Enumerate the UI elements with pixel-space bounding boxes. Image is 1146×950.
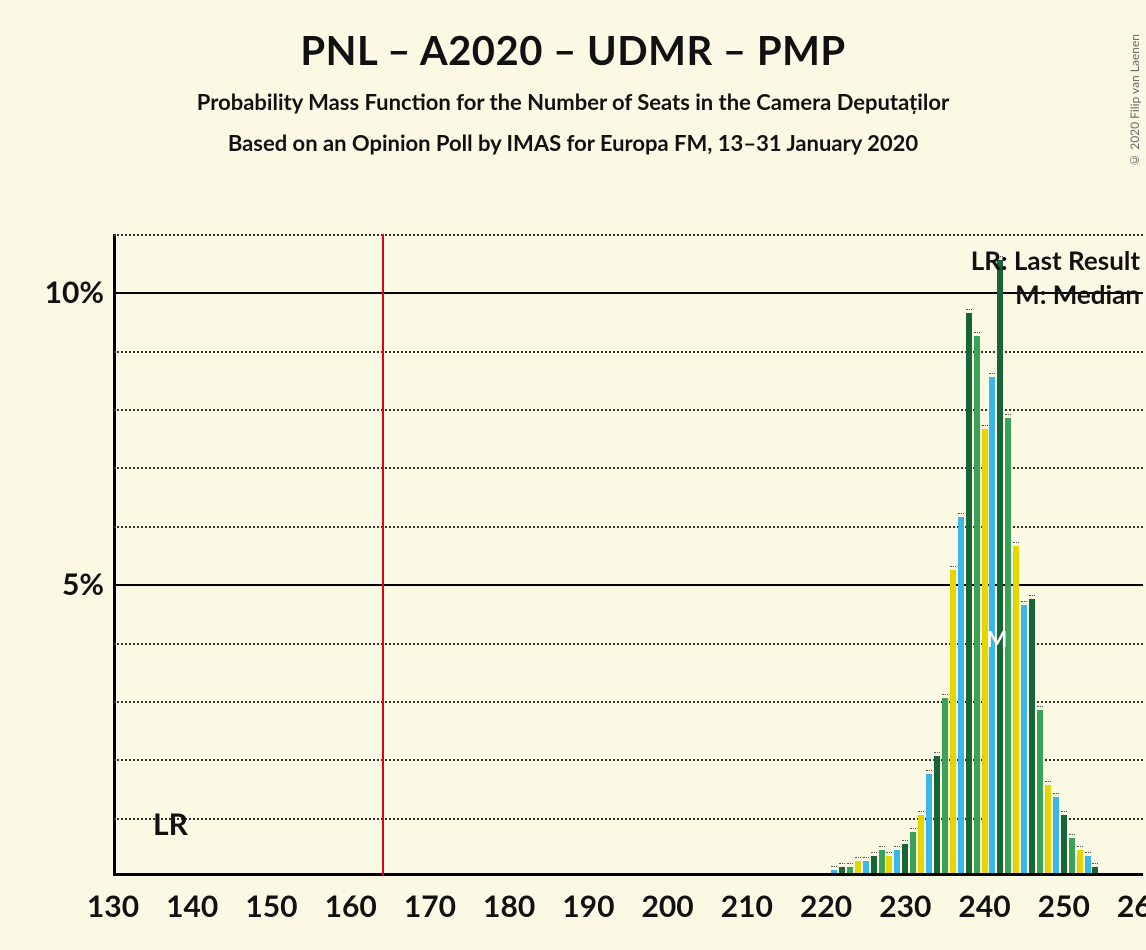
bar-value-tick bbox=[982, 425, 988, 427]
bar-value-tick bbox=[1053, 793, 1059, 795]
pmf-bar bbox=[871, 856, 877, 874]
lr-text-label: LR bbox=[153, 806, 188, 842]
pmf-bar bbox=[918, 815, 924, 873]
x-axis-label: 170 bbox=[404, 888, 456, 924]
chart-subtitle-2: Based on an Opinion Poll by IMAS for Eur… bbox=[0, 129, 1146, 156]
bar-value-tick bbox=[989, 373, 995, 375]
pmf-bar bbox=[942, 698, 948, 873]
x-axis-label: 240 bbox=[958, 888, 1010, 924]
bar-value-tick bbox=[1077, 846, 1083, 848]
median-label: M bbox=[987, 625, 1008, 652]
x-axis-label: 250 bbox=[1038, 888, 1090, 924]
x-axis-label: 260 bbox=[1117, 888, 1146, 924]
bar-value-tick bbox=[1045, 781, 1051, 783]
x-axis-label: 130 bbox=[87, 888, 139, 924]
copyright-text: © 2020 Filip van Laenen bbox=[1127, 34, 1142, 168]
pmf-bar bbox=[1092, 867, 1098, 873]
pmf-bar bbox=[934, 756, 940, 873]
pmf-bar bbox=[1045, 785, 1051, 873]
bar-value-tick bbox=[1021, 601, 1027, 603]
x-axis-label: 140 bbox=[166, 888, 218, 924]
x-axis bbox=[113, 873, 1143, 876]
pmf-chart: M bbox=[113, 234, 1143, 876]
pmf-bar bbox=[1053, 797, 1059, 873]
legend-m: M: Median bbox=[1015, 278, 1140, 310]
x-axis-label: 180 bbox=[483, 888, 535, 924]
bar-value-tick bbox=[958, 513, 964, 515]
bar-value-tick bbox=[879, 846, 885, 848]
bar-value-tick bbox=[950, 566, 956, 568]
bar-value-tick bbox=[1013, 542, 1019, 544]
bar-value-tick bbox=[974, 332, 980, 334]
gridline-minor bbox=[114, 351, 1143, 353]
bar-value-tick bbox=[863, 857, 869, 859]
bar-value-tick bbox=[918, 811, 924, 813]
pmf-bar bbox=[1061, 815, 1067, 873]
pmf-bar bbox=[910, 832, 916, 873]
bar-value-tick bbox=[855, 857, 861, 859]
pmf-bar bbox=[958, 517, 964, 873]
bar-value-tick bbox=[894, 846, 900, 848]
x-axis-label: 220 bbox=[800, 888, 852, 924]
x-axis-label: 230 bbox=[879, 888, 931, 924]
pmf-bar bbox=[1013, 546, 1019, 873]
bar-value-tick bbox=[926, 770, 932, 772]
pmf-bar bbox=[831, 870, 837, 873]
gridline-major bbox=[114, 292, 1143, 294]
legend-lr: LR: Last Result bbox=[971, 244, 1140, 276]
pmf-bar bbox=[966, 313, 972, 873]
x-axis-label: 190 bbox=[562, 888, 614, 924]
pmf-bar bbox=[863, 861, 869, 873]
bar-value-tick bbox=[934, 752, 940, 754]
bar-value-tick bbox=[942, 694, 948, 696]
x-axis-label: 160 bbox=[325, 888, 377, 924]
pmf-bar bbox=[839, 867, 845, 873]
gridline-minor bbox=[114, 234, 1143, 236]
pmf-bar bbox=[902, 844, 908, 873]
pmf-bar bbox=[974, 336, 980, 873]
bar-value-tick bbox=[1005, 414, 1011, 416]
pmf-bar bbox=[855, 861, 861, 873]
pmf-bar bbox=[1085, 856, 1091, 874]
y-axis-label: 10% bbox=[45, 274, 104, 310]
bar-value-tick bbox=[902, 840, 908, 842]
bar-value-tick bbox=[1085, 852, 1091, 854]
bar-value-tick bbox=[1069, 834, 1075, 836]
pmf-bar bbox=[879, 850, 885, 873]
bar-value-tick bbox=[839, 863, 845, 865]
lr-line bbox=[382, 234, 384, 876]
pmf-bar bbox=[926, 774, 932, 873]
y-axis-label: 5% bbox=[62, 566, 104, 602]
bar-value-tick bbox=[1029, 595, 1035, 597]
bar-value-tick bbox=[831, 866, 837, 868]
pmf-bar bbox=[847, 867, 853, 873]
pmf-bar bbox=[1077, 850, 1083, 873]
bar-value-tick bbox=[1037, 706, 1043, 708]
bar-value-tick bbox=[910, 828, 916, 830]
pmf-bar bbox=[1037, 710, 1043, 873]
pmf-bar bbox=[894, 850, 900, 873]
pmf-bar bbox=[1069, 838, 1075, 873]
chart-subtitle-1: Probability Mass Function for the Number… bbox=[0, 88, 1146, 115]
x-axis-label: 200 bbox=[642, 888, 694, 924]
x-axis-label: 210 bbox=[721, 888, 773, 924]
bar-value-tick bbox=[1092, 863, 1098, 865]
pmf-bar bbox=[886, 856, 892, 874]
pmf-bar bbox=[950, 570, 956, 873]
bar-value-tick bbox=[847, 863, 853, 865]
pmf-bar bbox=[1021, 605, 1027, 873]
x-axis-label: 150 bbox=[245, 888, 297, 924]
x-axis-labels: 1301401501601701801902002102202302402502… bbox=[113, 888, 1143, 928]
bar-value-tick bbox=[1061, 811, 1067, 813]
bar-value-tick bbox=[886, 852, 892, 854]
y-axis bbox=[113, 234, 116, 876]
pmf-bar bbox=[1029, 599, 1035, 873]
chart-title: PNL – A2020 – UDMR – PMP bbox=[0, 26, 1146, 74]
pmf-bar bbox=[997, 260, 1003, 873]
bar-value-tick bbox=[966, 309, 972, 311]
bar-value-tick bbox=[871, 852, 877, 854]
